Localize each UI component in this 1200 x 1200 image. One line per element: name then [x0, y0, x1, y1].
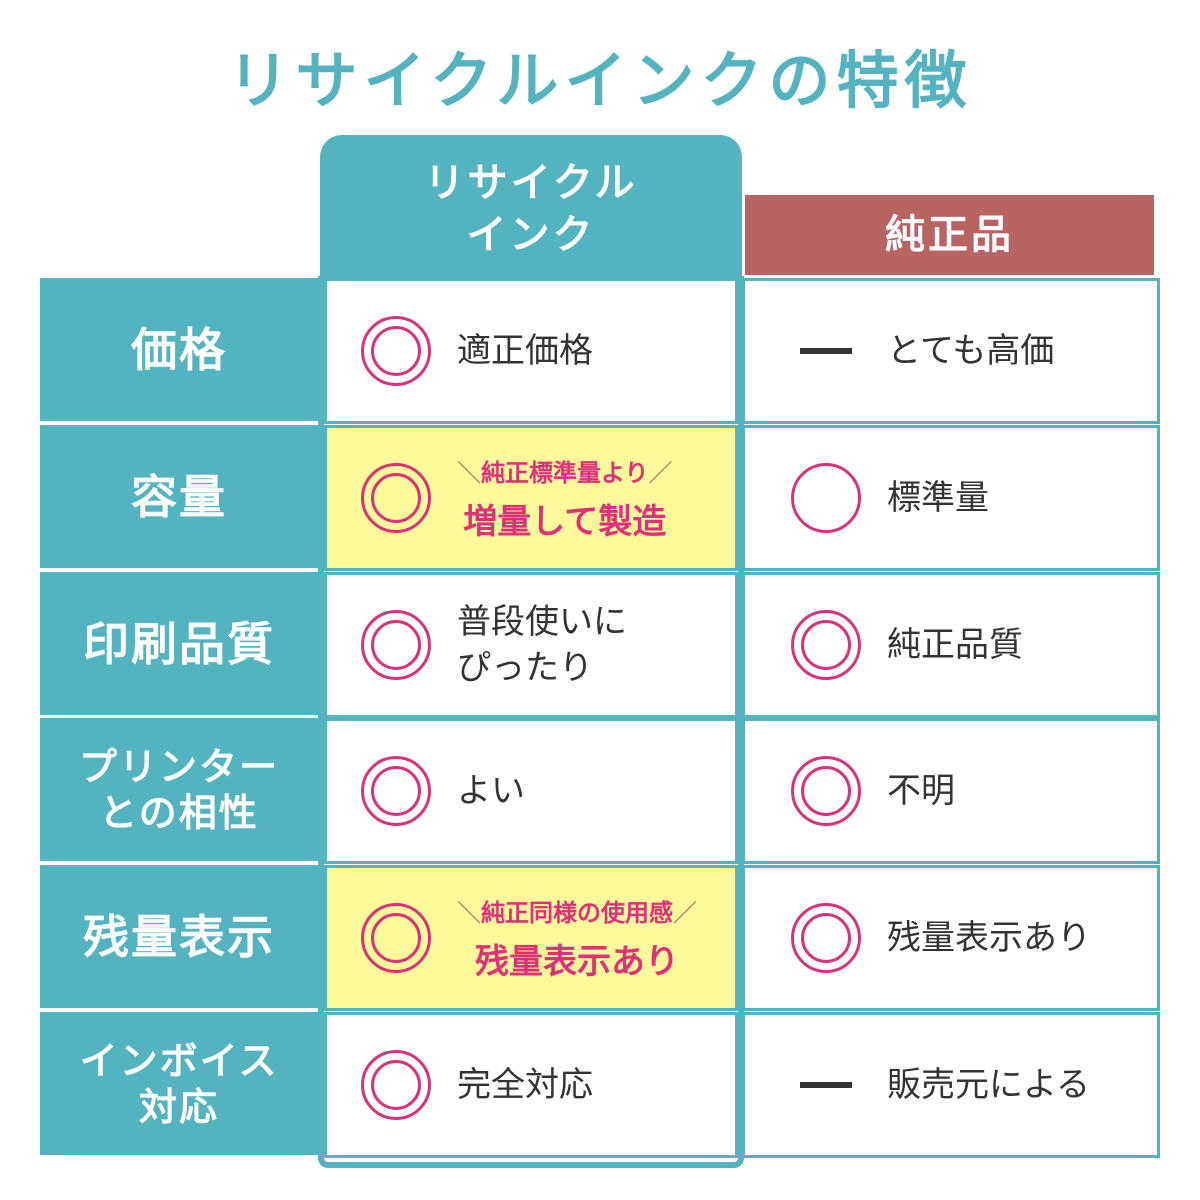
double-circle-icon: [361, 1050, 431, 1120]
row-label-line: 残量表示: [83, 909, 275, 964]
row-label: 残量表示: [40, 865, 318, 1008]
genuine-cell: 不明: [742, 718, 1160, 864]
row-label-line: との相性: [99, 790, 259, 835]
recycled-cell: 適正価格: [324, 278, 738, 424]
row-label-line: 容量: [131, 469, 227, 524]
row-label: インボイス 対応: [40, 1012, 318, 1155]
recycled-text: 完全対応: [457, 1065, 593, 1105]
double-circle-icon: [361, 463, 431, 533]
recycled-cell: よい: [324, 718, 738, 864]
row-label: プリンター との相性: [40, 718, 318, 861]
recycled-text: ぴったり: [457, 648, 593, 688]
recycled-text: よい: [457, 771, 525, 811]
genuine-cell: とても高価: [742, 278, 1160, 424]
highlight-text: 残量表示あり: [475, 942, 679, 982]
row-label-line: 価格: [131, 322, 227, 377]
recycled-text: 普段使いに: [457, 602, 627, 642]
recycled-cell: ＼純正同様の使用感／ 残量表示あり: [324, 865, 738, 1011]
row-label: 容量: [40, 425, 318, 568]
dash-icon: [800, 1082, 852, 1088]
recycled-cell: 普段使いに ぴったり: [324, 572, 738, 718]
genuine-text: とても高価: [887, 331, 1055, 371]
row-label: 印刷品質: [40, 572, 318, 715]
genuine-cell: 純正品質: [742, 572, 1160, 718]
double-circle-icon: [361, 756, 431, 826]
row-label: 価格: [40, 278, 318, 421]
genuine-header: 純正品: [745, 195, 1154, 275]
recycled-column-frame: [318, 276, 744, 1168]
page-title: リサイクルインクの特徴: [227, 44, 973, 117]
recycled-header-line: インク: [466, 212, 596, 258]
double-circle-icon: [791, 756, 861, 826]
recycled-cell: 完全対応: [324, 1012, 738, 1158]
dash-icon: [800, 348, 852, 354]
genuine-text: 純正品質: [887, 625, 1023, 665]
recycled-cell: ＼純正標準量より／ 増量して製造: [324, 425, 738, 571]
double-circle-icon: [791, 903, 861, 973]
genuine-cell: 標準量: [742, 425, 1160, 571]
recycled-header-line: リサイクル: [424, 160, 638, 206]
row-label-line: インボイス: [79, 1038, 279, 1083]
row-label-line: 対応: [138, 1084, 219, 1129]
genuine-cell: 販売元による: [742, 1012, 1160, 1158]
double-circle-icon: [361, 903, 431, 973]
double-circle-icon: [791, 610, 861, 680]
row-label-line: 印刷品質: [83, 616, 275, 671]
genuine-text: 残量表示あり: [887, 918, 1091, 958]
genuine-text: 不明: [887, 771, 955, 811]
genuine-text: 販売元による: [887, 1065, 1090, 1105]
circle-icon: [791, 463, 861, 533]
genuine-text: 標準量: [887, 478, 989, 518]
highlight-note: 純正標準量より: [481, 459, 649, 487]
recycled-text: 適正価格: [457, 331, 593, 371]
double-circle-icon: [361, 316, 431, 386]
genuine-cell: 残量表示あり: [742, 865, 1160, 1011]
highlight-note: 純正同様の使用感: [481, 899, 673, 927]
recycled-ink-header: リサイクル インク: [320, 135, 742, 281]
highlight-text: 増量して製造: [463, 502, 667, 542]
double-circle-icon: [361, 610, 431, 680]
row-label-line: プリンター: [78, 744, 279, 789]
